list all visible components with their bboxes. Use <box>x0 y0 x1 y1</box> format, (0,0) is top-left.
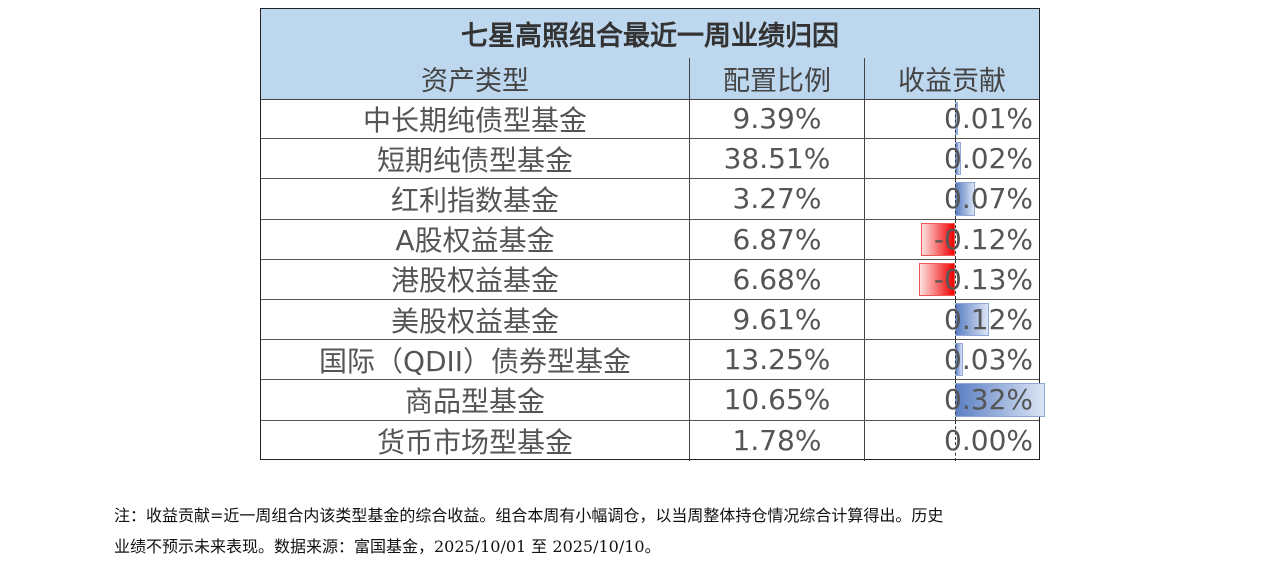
zero-axis-line <box>955 380 956 420</box>
table-header-row: 资产类型 配置比例 收益贡献 <box>261 58 1039 100</box>
contribution-value: 0.00% <box>944 424 1033 458</box>
zero-axis-line <box>955 300 956 340</box>
contribution-cell: 0.01% <box>864 99 1039 139</box>
zero-axis-line <box>955 219 956 259</box>
contribution-value: 0.12% <box>944 303 1033 337</box>
allocation-cell: 6.68% <box>689 259 864 299</box>
table-row: 中长期纯债型基金 9.39% 0.01% <box>261 99 1039 140</box>
contribution-cell: -0.13% <box>864 259 1039 299</box>
header-asset-type: 资产类型 <box>421 66 529 97</box>
table-row: 国际（QDII）债券型基金 13.25% 0.03% <box>261 340 1039 381</box>
zero-axis-line <box>955 179 956 219</box>
contribution-cell: 0.00% <box>864 420 1039 461</box>
negative-data-bar <box>918 262 955 296</box>
asset-type-cell: 商品型基金 <box>404 384 545 418</box>
footnote-line-1: 注：收益贡献=近一周组合内该类型基金的综合收益。组合本周有小幅调仓，以当周整体持… <box>114 506 944 525</box>
allocation-cell: 1.78% <box>689 420 864 461</box>
allocation-cell: 6.87% <box>689 219 864 259</box>
table-row: 美股权益基金 9.61% 0.12% <box>261 300 1039 341</box>
asset-type-cell: 货币市场型基金 <box>376 425 573 459</box>
contribution-cell: -0.12% <box>864 219 1039 259</box>
asset-type-cell: A股权益基金 <box>395 224 555 258</box>
contribution-value: 0.07% <box>944 182 1033 216</box>
footnote-line-2: 业绩不预示未来表现。数据来源：富国基金，2025/10/01 至 2025/10… <box>114 537 661 556</box>
header-allocation: 配置比例 <box>689 58 864 99</box>
header-contribution: 收益贡献 <box>864 58 1039 99</box>
asset-type-cell: 短期纯债型基金 <box>376 143 573 177</box>
asset-type-cell: 中长期纯债型基金 <box>362 103 587 137</box>
attribution-table: 七星高照组合最近一周业绩归因 资产类型 配置比例 收益贡献 中长期纯债型基金 9.… <box>260 8 1045 461</box>
contribution-value: 0.32% <box>944 383 1033 417</box>
contribution-value: 0.03% <box>944 343 1033 377</box>
allocation-cell: 9.61% <box>689 300 864 340</box>
zero-axis-line <box>955 139 956 179</box>
allocation-cell: 13.25% <box>689 340 864 380</box>
zero-axis-line <box>955 259 956 299</box>
negative-data-bar <box>921 222 955 256</box>
allocation-cell: 9.39% <box>689 99 864 139</box>
allocation-cell: 38.51% <box>689 139 864 179</box>
asset-type-cell: 美股权益基金 <box>390 304 559 338</box>
contribution-cell: 0.12% <box>864 300 1039 340</box>
zero-axis-line <box>955 420 956 461</box>
contribution-value: -0.13% <box>933 262 1033 296</box>
table-row: 红利指数基金 3.27% 0.07% <box>261 179 1039 220</box>
asset-type-cell: 国际（QDII）债券型基金 <box>318 344 632 378</box>
table-row: 港股权益基金 6.68% -0.13% <box>261 259 1039 300</box>
table-title: 七星高照组合最近一周业绩归因 <box>261 9 1039 59</box>
table-row: 短期纯债型基金 38.51% 0.02% <box>261 139 1039 180</box>
allocation-cell: 10.65% <box>689 380 864 420</box>
asset-type-cell: 港股权益基金 <box>390 264 559 298</box>
contribution-cell: 0.07% <box>864 179 1039 219</box>
contribution-cell: 0.02% <box>864 139 1039 179</box>
contribution-value: 0.01% <box>944 102 1033 136</box>
table-row: 商品型基金 10.65% 0.32% <box>261 380 1045 421</box>
contribution-cell: 0.03% <box>864 340 1039 380</box>
asset-type-cell: 红利指数基金 <box>390 183 559 217</box>
zero-axis-line <box>955 99 956 139</box>
contribution-value: -0.12% <box>933 222 1033 256</box>
zero-axis-line <box>955 340 956 380</box>
table-row: 货币市场型基金 1.78% 0.00% <box>261 420 1039 461</box>
table-row: A股权益基金 6.87% -0.12% <box>261 219 1039 260</box>
contribution-cell: 0.32% <box>864 380 1045 420</box>
allocation-cell: 3.27% <box>689 179 864 219</box>
footnote: 注：收益贡献=近一周组合内该类型基金的综合收益。组合本周有小幅调仓，以当周整体持… <box>114 500 1214 562</box>
contribution-value: 0.02% <box>944 142 1033 176</box>
